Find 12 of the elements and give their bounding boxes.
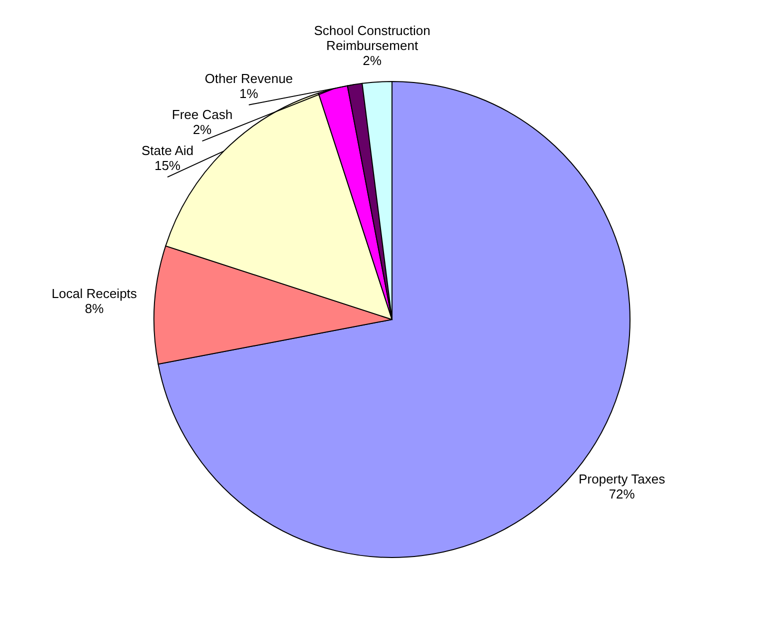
slice-label: Other Revenue [204, 70, 293, 86]
data-label: 8% [84, 300, 104, 316]
data-label: 1% [239, 86, 259, 101]
slice-label: State Aid [141, 143, 194, 158]
data-label: 2% [192, 122, 212, 138]
slice-label: Local Receipts [52, 286, 138, 301]
data-label: 72% [608, 486, 636, 502]
data-label: 2% [362, 53, 382, 68]
data-label: 15% [154, 158, 181, 174]
slice-label: School Construction Reimbursement [314, 23, 430, 54]
slice-label: Property Taxes [578, 471, 666, 486]
slice-label: Free Cash [172, 107, 233, 122]
